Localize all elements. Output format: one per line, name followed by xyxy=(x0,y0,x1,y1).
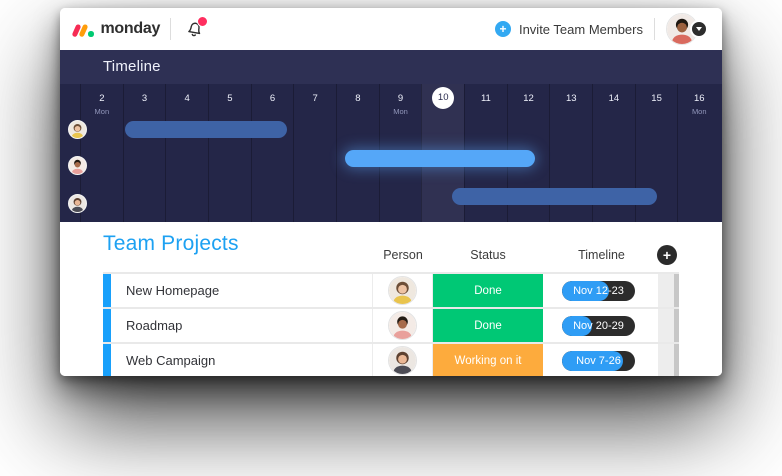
gantt-bar[interactable] xyxy=(452,188,657,205)
timeline-day: 16 Mon xyxy=(677,84,720,222)
chevron-down-icon[interactable] xyxy=(690,20,708,38)
timeline-section: Timeline 2 Mon 3 4 5 6 7 8 9 Mon 10 11 12 … xyxy=(60,50,722,222)
invite-label: Invite Team Members xyxy=(518,21,643,37)
header-divider xyxy=(654,18,655,40)
empty-cell xyxy=(658,344,674,376)
app-header: monday + Invite Team Members xyxy=(60,8,722,50)
board-title: Team Projects xyxy=(103,232,239,255)
gantt-bar[interactable] xyxy=(345,150,535,167)
column-header-person[interactable]: Person xyxy=(383,248,423,262)
table-row[interactable]: Roadmap Done Nov 20-29 xyxy=(103,309,679,342)
avatar xyxy=(388,311,417,340)
timeline-titlebar: Timeline xyxy=(60,50,722,84)
board-section: Team Projects Person Status Timeline + N… xyxy=(60,222,722,376)
notification-badge xyxy=(197,16,209,27)
column-header-timeline[interactable]: Timeline xyxy=(578,248,625,262)
timeline-pill-progress xyxy=(562,350,624,371)
timeline-pill[interactable]: Nov 12-23 xyxy=(562,280,635,301)
header-divider xyxy=(170,18,172,40)
avatar[interactable] xyxy=(68,120,87,139)
timeline-day: 4 xyxy=(165,84,208,222)
avatar xyxy=(388,276,417,305)
timeline-day: 3 xyxy=(122,84,166,222)
header-right: + Invite Team Members xyxy=(494,13,722,45)
timeline-day: 8 xyxy=(336,84,379,222)
row-accent xyxy=(103,274,111,307)
timeline-pill[interactable]: Nov 20-29 xyxy=(562,315,635,336)
timeline-pill-progress xyxy=(562,315,592,336)
monday-logo[interactable]: monday xyxy=(71,20,161,38)
status-cell[interactable]: Done xyxy=(433,309,543,342)
timeline-pill-progress xyxy=(562,280,610,301)
status-cell[interactable]: Working on it xyxy=(433,344,543,376)
empty-cell xyxy=(658,274,674,307)
status-cell[interactable]: Done xyxy=(433,274,543,307)
timeline-day: 14 xyxy=(592,84,635,222)
timeline-grid: 2 Mon 3 4 5 6 7 8 9 Mon 10 11 12 13 14 15 … xyxy=(60,84,722,222)
person-cell[interactable] xyxy=(373,274,433,307)
today-marker: 10 xyxy=(432,87,455,109)
person-cell[interactable] xyxy=(373,344,433,376)
timeline-cell[interactable]: Nov 20-29 xyxy=(543,309,660,342)
bell-icon xyxy=(188,22,201,37)
scrollbar[interactable] xyxy=(674,309,679,342)
table-row[interactable]: Web Campaign Working on it Nov 7-26 xyxy=(103,344,679,376)
board-rows: New Homepage Done Nov 12-23 xyxy=(103,272,679,376)
avatar xyxy=(388,346,417,375)
person-cell[interactable] xyxy=(373,309,433,342)
logo-dot-green xyxy=(88,31,94,37)
user-menu[interactable] xyxy=(666,13,708,45)
avatar[interactable] xyxy=(68,194,87,213)
timeline-day: 7 xyxy=(293,84,336,222)
empty-cell xyxy=(658,309,674,342)
column-header-status[interactable]: Status xyxy=(470,248,506,262)
table-row[interactable]: New Homepage Done Nov 12-23 xyxy=(103,274,679,307)
timeline-day: 2 Mon xyxy=(80,84,123,222)
row-accent xyxy=(103,309,111,342)
invite-team-members-button[interactable]: + Invite Team Members xyxy=(494,21,643,37)
notifications-button[interactable] xyxy=(185,16,209,41)
timeline-day: 5 xyxy=(208,84,251,222)
project-name-cell[interactable]: New Homepage xyxy=(111,274,373,307)
scrollbar[interactable] xyxy=(674,274,679,307)
timeline-cell[interactable]: Nov 12-23 xyxy=(543,274,660,307)
app-window: monday + Invite Team Members xyxy=(60,8,722,376)
avatar xyxy=(666,13,698,45)
avatar[interactable] xyxy=(68,156,87,175)
timeline-day: 6 xyxy=(250,84,294,222)
project-name-cell[interactable]: Web Campaign xyxy=(111,344,373,376)
gantt-bar[interactable] xyxy=(125,121,287,138)
logo-text: monday xyxy=(100,20,161,37)
plus-circle-icon: + xyxy=(494,21,511,37)
row-accent xyxy=(103,344,111,376)
project-name-cell[interactable]: Roadmap xyxy=(111,309,373,342)
monday-logo-icon xyxy=(71,22,94,37)
timeline-title: Timeline xyxy=(103,58,161,75)
timeline-day: 13 xyxy=(549,84,592,222)
timeline-cell[interactable]: Nov 7-26 xyxy=(543,344,660,376)
add-column-button[interactable]: + xyxy=(657,245,677,265)
timeline-pill[interactable]: Nov 7-26 xyxy=(562,350,635,371)
timeline-day: 15 xyxy=(634,84,678,222)
scrollbar[interactable] xyxy=(674,344,679,376)
header-left: monday xyxy=(60,16,209,41)
